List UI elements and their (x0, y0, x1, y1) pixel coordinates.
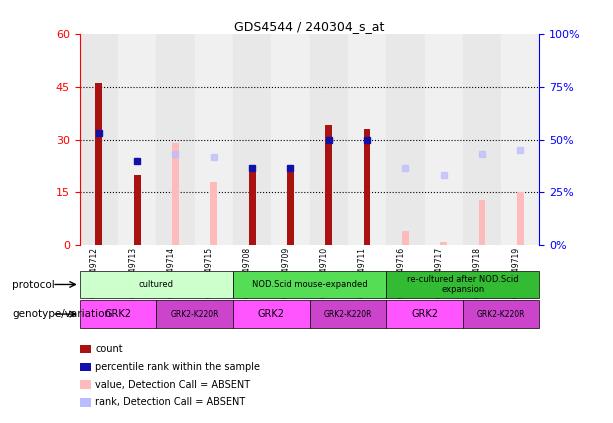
Bar (310, 34, 348, 245)
Bar (463, 300, 539, 328)
Bar (463, 34, 501, 245)
Bar (80, 34, 118, 245)
Bar (402, 231, 409, 245)
Text: count: count (95, 344, 123, 354)
Text: value, Detection Call = ABSENT: value, Detection Call = ABSENT (95, 379, 250, 390)
Bar (501, 34, 539, 245)
Bar (326, 126, 332, 245)
Bar (118, 34, 156, 245)
Bar (156, 34, 195, 245)
Text: percentile rank within the sample: percentile rank within the sample (95, 362, 260, 372)
Bar (424, 34, 463, 245)
Bar (134, 175, 140, 245)
Bar (386, 34, 424, 245)
Text: protocol: protocol (12, 280, 55, 290)
Bar (156, 300, 233, 328)
Text: GRK2-K220R: GRK2-K220R (477, 310, 525, 319)
Text: rank, Detection Call = ABSENT: rank, Detection Call = ABSENT (95, 397, 245, 407)
Bar (386, 300, 463, 328)
Text: GRK2-K220R: GRK2-K220R (170, 310, 219, 319)
Bar (479, 200, 485, 245)
Bar (271, 34, 310, 245)
Text: GRK2: GRK2 (104, 309, 132, 319)
Text: NOD.Scid mouse-expanded: NOD.Scid mouse-expanded (252, 280, 367, 289)
Bar (80, 271, 233, 298)
Bar (348, 34, 386, 245)
Bar (249, 168, 256, 245)
Bar (310, 300, 386, 328)
Bar (440, 242, 447, 245)
Title: GDS4544 / 240304_s_at: GDS4544 / 240304_s_at (234, 20, 385, 33)
Text: genotype/variation: genotype/variation (12, 309, 112, 319)
Text: GRK2: GRK2 (257, 309, 285, 319)
Text: GRK2: GRK2 (411, 309, 438, 319)
Text: cultured: cultured (139, 280, 174, 289)
Text: GRK2-K220R: GRK2-K220R (324, 310, 372, 319)
Bar (287, 168, 294, 245)
Bar (364, 129, 370, 245)
Bar (233, 34, 271, 245)
Bar (233, 271, 386, 298)
Bar (195, 34, 233, 245)
Bar (172, 143, 179, 245)
Bar (96, 83, 102, 245)
Bar (517, 192, 524, 245)
Bar (386, 271, 539, 298)
Bar (210, 182, 217, 245)
Bar (233, 300, 310, 328)
Text: re-cultured after NOD.Scid
expansion: re-cultured after NOD.Scid expansion (407, 275, 519, 294)
Bar (80, 300, 156, 328)
